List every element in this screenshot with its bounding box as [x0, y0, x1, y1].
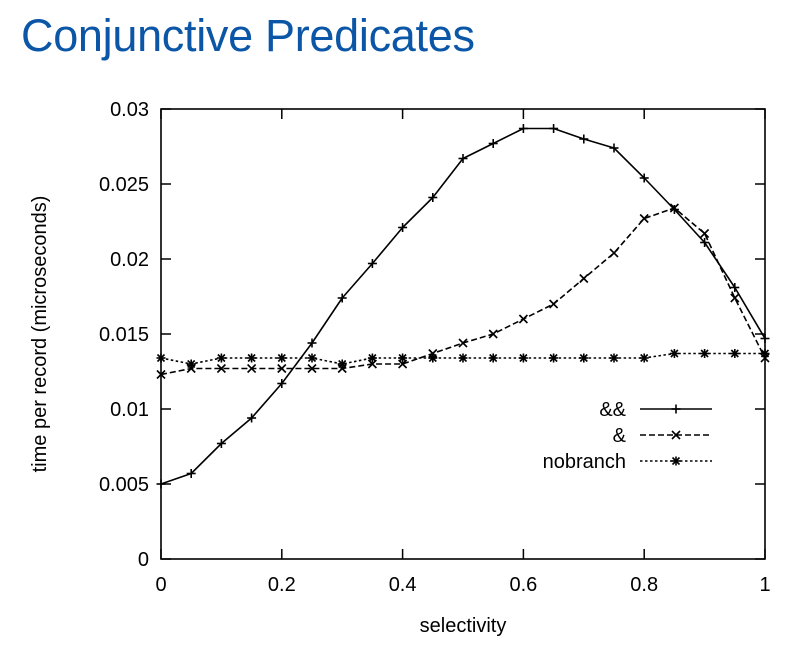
data-point	[730, 283, 740, 292]
data-point	[760, 334, 770, 343]
legend: &&&nobranch	[543, 399, 712, 473]
x-tick-label: 0.4	[389, 574, 417, 596]
data-point	[277, 353, 287, 363]
data-point	[549, 353, 559, 363]
data-point	[367, 259, 377, 268]
x-axis: 0 0.2 0.4 0.6 0.8 1	[155, 109, 771, 596]
data-point	[639, 353, 649, 363]
data-point	[518, 124, 528, 133]
data-point	[518, 353, 528, 363]
x-tick-label: 0.8	[630, 574, 658, 596]
plot-frame	[160, 108, 766, 560]
data-point	[458, 338, 468, 348]
y-axis: 0 0.005 0.01 0.015 0.02 0.025 0.03	[99, 99, 765, 571]
data-point	[609, 353, 619, 363]
x-axis-label: selectivity	[420, 615, 507, 637]
y-tick-label: 0	[138, 549, 149, 571]
data-point	[488, 329, 498, 339]
data-point	[700, 349, 710, 358]
legend-label: &&	[599, 399, 626, 421]
series-line	[160, 127, 766, 485]
data-point	[156, 369, 166, 380]
x-tick-label: 0.2	[268, 574, 296, 596]
legend-marker	[671, 456, 681, 466]
data-point	[669, 203, 679, 213]
data-point	[488, 139, 498, 148]
y-tick-label: 0.02	[110, 249, 149, 271]
x-tick-label: 0	[155, 574, 166, 596]
data-point	[730, 293, 740, 303]
series-layer	[156, 124, 770, 489]
series-line	[160, 352, 765, 365]
data-point	[216, 353, 226, 363]
data-point	[216, 439, 226, 448]
data-point	[337, 359, 347, 369]
data-point	[398, 353, 408, 363]
y-tick-label: 0.01	[110, 399, 149, 421]
y-tick-label: 0.005	[99, 474, 149, 496]
data-point	[247, 413, 257, 423]
y-tick-label: 0.025	[99, 174, 149, 196]
data-point	[669, 349, 679, 358]
data-point	[367, 353, 377, 363]
data-point	[307, 338, 317, 348]
data-point	[609, 248, 619, 258]
data-point	[700, 238, 710, 247]
legend-label: &	[613, 425, 627, 447]
data-point	[156, 353, 166, 363]
data-point	[549, 299, 559, 309]
legend-label: nobranch	[543, 451, 626, 473]
data-point	[337, 293, 347, 303]
data-point	[247, 353, 257, 363]
data-point	[428, 193, 438, 202]
data-point	[156, 479, 166, 489]
series-2	[156, 349, 770, 369]
data-point	[639, 213, 649, 224]
data-point	[216, 363, 226, 374]
data-point	[730, 349, 740, 358]
y-tick-label: 0.03	[110, 99, 149, 121]
x-tick-label: 1	[759, 574, 770, 596]
data-point	[277, 363, 287, 374]
data-point	[307, 353, 317, 363]
legend-marker	[671, 404, 681, 414]
data-point	[458, 154, 468, 163]
x-tick-label: 0.6	[509, 574, 537, 596]
series-1	[156, 203, 770, 380]
data-point	[579, 273, 589, 284]
data-point	[579, 134, 589, 144]
y-tick-label: 0.015	[99, 324, 149, 346]
data-point	[186, 469, 196, 478]
data-point	[700, 228, 710, 239]
data-point	[518, 314, 528, 324]
data-point	[186, 359, 196, 369]
data-point	[428, 353, 438, 363]
y-axis-label: time per record (microseconds)	[29, 196, 51, 473]
data-point	[609, 143, 619, 153]
series-0	[156, 124, 770, 489]
data-point	[247, 363, 257, 374]
data-point	[307, 363, 317, 374]
data-point	[277, 379, 287, 388]
data-point	[488, 353, 498, 363]
data-point	[579, 353, 589, 363]
data-point	[458, 353, 468, 363]
data-point	[398, 223, 408, 232]
page-title: Conjunctive Predicates	[21, 10, 475, 61]
data-point	[549, 124, 559, 133]
data-point	[760, 349, 770, 358]
data-point	[639, 173, 649, 183]
legend-marker	[671, 430, 681, 440]
